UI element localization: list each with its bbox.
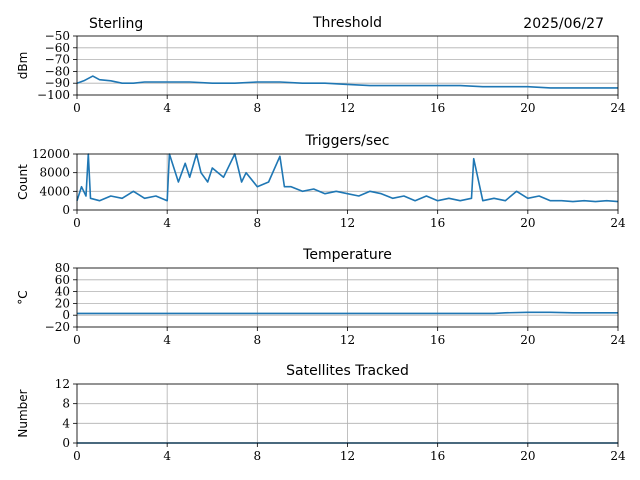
temperature-ytick-label: 40 — [55, 285, 70, 299]
triggers-ytick-label: 8000 — [39, 166, 70, 180]
triggers-ytick-label: 12000 — [32, 147, 70, 161]
satellites-title: Satellites Tracked — [286, 363, 409, 379]
temperature-series-line — [77, 311, 618, 315]
satellites-panel: 0 4 8 12 16 20 24 0 4 8 12 Satellites Tracked Number — [16, 363, 626, 463]
chart-panels: 0 4 8 12 16 20 24 −100−90−80−70−60−50 Threshold d… — [16, 15, 626, 463]
threshold-ytick-label: −50 — [45, 29, 70, 43]
satellites-ylabel: Number — [16, 389, 30, 437]
temperature-ytick-label: −20 — [45, 320, 70, 334]
temperature-title: Temperature — [302, 247, 392, 263]
threshold-ytick-label: −80 — [45, 64, 70, 78]
satellites-xtick-label: 24 — [610, 449, 626, 463]
threshold-xtick-label: 0 — [73, 101, 81, 115]
threshold-ytick-label: −60 — [45, 41, 70, 55]
threshold-series-line — [76, 75, 618, 89]
temperature-ytick-label: 20 — [55, 296, 70, 310]
triggers-xtick-label: 12 — [340, 216, 355, 230]
triggers-ytick-label: 4000 — [39, 184, 70, 198]
triggers-xtick-label: 0 — [73, 216, 81, 230]
temperature-xtick-label: 12 — [340, 333, 355, 347]
temperature-ytick-label: 60 — [55, 273, 70, 287]
threshold-ytick-label: −90 — [45, 76, 70, 90]
temperature-ytick-label: 80 — [55, 261, 70, 275]
satellites-ytick-label: 12 — [55, 377, 70, 391]
threshold-xtick-label: 4 — [163, 101, 171, 115]
threshold-ytick-label: −100 — [37, 88, 70, 102]
triggers-xtick-label: 20 — [520, 216, 535, 230]
threshold-ylabel: dBm — [16, 52, 30, 80]
satellites-xtick-label: 8 — [254, 449, 262, 463]
satellites-ytick-label: 0 — [62, 436, 70, 450]
satellites-xtick-label: 0 — [73, 449, 81, 463]
triggers-series-line — [76, 153, 619, 203]
triggers-xtick-label: 4 — [163, 216, 171, 230]
temperature-ylabel: °C — [16, 290, 30, 304]
date-label: 2025/06/27 — [523, 16, 604, 32]
triggers-title: Triggers/sec — [305, 133, 390, 149]
threshold-xtick-label: 24 — [610, 101, 626, 115]
temperature-xtick-label: 20 — [520, 333, 535, 347]
threshold-xtick-label: 8 — [254, 101, 262, 115]
satellites-ytick-label: 8 — [62, 397, 70, 411]
temperature-xtick-label: 4 — [163, 333, 171, 347]
threshold-ytick-label: −70 — [45, 53, 70, 67]
triggers-ylabel: Count — [16, 164, 30, 200]
satellites-ytick-label: 4 — [62, 416, 70, 430]
satellites-xtick-label: 12 — [340, 449, 355, 463]
triggers-panel: 0 4 8 12 16 20 24 0 4000 8000 12000 Triggers/sec Cou… — [16, 133, 626, 230]
triggers-xtick-label: 24 — [610, 216, 626, 230]
threshold-panel: 0 4 8 12 16 20 24 −100−90−80−70−60−50 Threshold d… — [16, 15, 626, 115]
triggers-ytick-label: 0 — [62, 203, 70, 217]
satellites-xtick-label: 20 — [520, 449, 535, 463]
station-label: Sterling — [89, 16, 143, 32]
temperature-xtick-label: 0 — [73, 333, 81, 347]
triggers-xtick-label: 8 — [254, 216, 262, 230]
triggers-xtick-label: 16 — [430, 216, 445, 230]
temperature-xtick-label: 16 — [430, 333, 445, 347]
temperature-ytick-label: 0 — [62, 308, 70, 322]
threshold-xtick-label: 12 — [340, 101, 355, 115]
temperature-xtick-label: 24 — [610, 333, 626, 347]
temperature-xtick-label: 8 — [254, 333, 262, 347]
threshold-xtick-label: 20 — [520, 101, 535, 115]
threshold-xtick-label: 16 — [430, 101, 445, 115]
threshold-title: Threshold — [312, 15, 382, 31]
satellites-xtick-label: 4 — [163, 449, 171, 463]
satellites-xtick-label: 16 — [430, 449, 445, 463]
